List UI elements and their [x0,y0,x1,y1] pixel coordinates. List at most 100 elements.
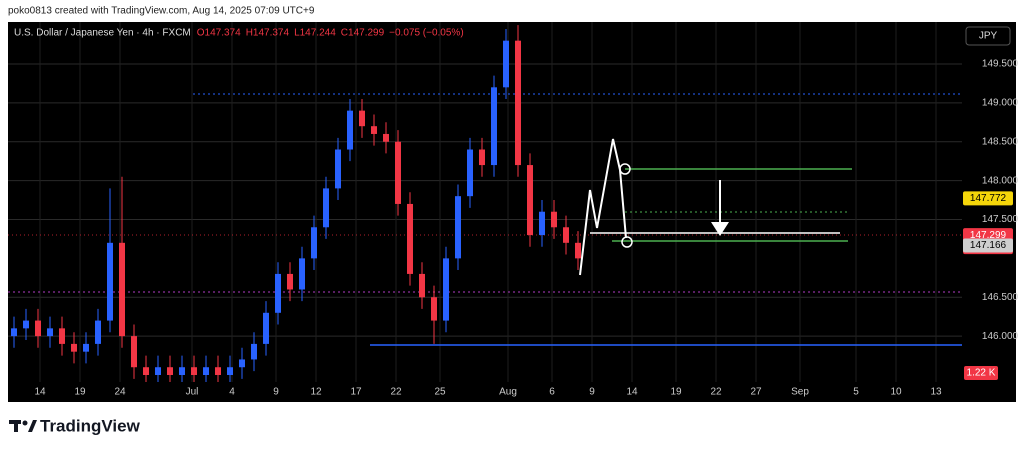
price-tag-label: 147.772 [970,193,1007,204]
candle-body [239,359,245,368]
volume-tag [964,366,998,380]
candles [11,25,581,382]
candle-body [371,126,377,134]
price-tag [963,238,1013,253]
y-tick-label: 149.500 [982,59,1019,70]
x-tick-label: 9 [273,387,279,398]
candle-body [107,242,113,321]
candle-body [383,133,389,142]
logo [9,420,37,432]
candle-body [467,149,473,197]
x-tick-label: Aug [499,387,517,398]
marker [619,163,631,175]
x-tick-label: Jul [186,387,199,398]
candle-body [539,211,545,236]
x-tick-label: 12 [310,387,322,398]
price-tag [963,191,1013,206]
arrow-head [711,222,729,236]
legend-value: −0.075 (−0.05%) [389,28,464,39]
candle-body [503,40,509,88]
candle-body [311,227,317,259]
x-tick-label: 25 [434,387,446,398]
candle-body [275,273,281,313]
candle-body [527,165,533,236]
x-tick-label: 22 [390,387,402,398]
candle-body [11,328,17,337]
x-tick-label: 6 [549,387,555,398]
price-tag-label: 147.166 [970,240,1007,251]
candle-body [35,320,41,337]
projection [579,138,627,276]
candle-body [287,273,293,290]
candle-body [575,242,581,259]
legend-value: H147.374 [246,28,290,39]
candle-body [83,343,89,352]
candle-body [335,149,341,189]
currency: JPY [979,31,998,42]
y-tick-label: 149.000 [982,98,1019,109]
legend-value: O147.374 [197,28,241,39]
candle-body [395,141,401,204]
x-tick-label: 14 [34,387,46,398]
x-tick-label: 5 [853,387,859,398]
candle-body [119,242,125,337]
credit: poko0813 created with TradingView.com, A… [8,6,315,17]
legend-value: C147.299 [341,28,385,39]
currency-box [965,26,1011,46]
candle-body [215,367,221,376]
grid [8,22,962,382]
x-tick-label: 17 [350,387,362,398]
x-tick-label: Sep [791,387,809,398]
candle-body [479,149,485,166]
candle-body [59,328,65,344]
candle-body [263,312,269,344]
price-tag-label: 147.299 [970,230,1007,241]
legend-values: O147.374 H147.374 L147.244 C147.299 −0.075 (… [197,28,464,39]
candle-body [407,203,413,274]
candle-body [359,110,365,127]
x-tick-label: 4 [229,387,235,398]
candle-body [299,258,305,290]
candle-body [347,110,353,150]
candle-body [551,211,557,228]
candle-body [491,87,497,166]
candle-body [323,188,329,228]
y-tick-label: 146.000 [982,331,1019,342]
candle-body [251,343,257,360]
candle-body [203,367,209,376]
candle-body [95,320,101,344]
candle-body [131,336,137,368]
candle-body [443,258,449,321]
y-tick-label: 146.500 [982,292,1019,303]
x-tick-label: 10 [890,387,902,398]
x-tick-label: 19 [74,387,86,398]
legend-value: L147.244 [294,28,336,39]
marker [621,236,633,248]
candle-body [71,343,77,352]
brand: TradingView [40,416,141,435]
candle-body [515,40,521,166]
x-tick-label: 13 [930,387,942,398]
candle-body [155,367,161,376]
candle-body [167,367,173,376]
y-tick-label: 148.000 [982,175,1019,186]
x-tick-label: 27 [750,387,762,398]
chart-background [8,22,1016,402]
x-tick-label: 24 [114,387,126,398]
y-tick-label: 147.500 [982,214,1019,225]
x-tick-label: 19 [670,387,682,398]
x-tick-label: 9 [589,387,595,398]
x-tick-label: 22 [710,387,722,398]
candle-body [191,367,197,376]
legend-symbol: U.S. Dollar / Japanese Yen · 4h · FXCM [14,28,191,39]
candle-body [455,196,461,259]
drawings [8,93,962,346]
candle-body [47,328,53,337]
y-tick-label: 148.500 [982,136,1019,147]
candle-body [143,367,149,376]
candle-body [431,297,437,321]
candle-body [227,367,233,376]
